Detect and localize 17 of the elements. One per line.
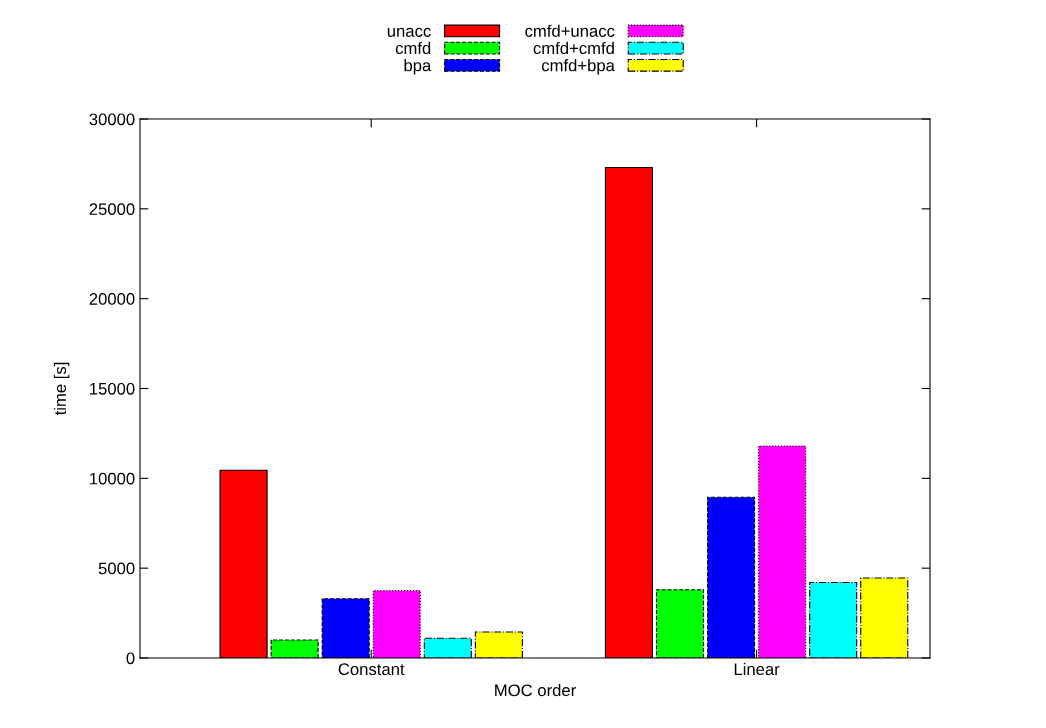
x-tick-label: Linear	[734, 662, 780, 676]
y-tick-label: 30000	[89, 113, 135, 126]
y-tick-label: 15000	[90, 382, 135, 395]
y-tick-label: 10000	[90, 472, 135, 485]
legend-label: cmfd	[395, 41, 431, 55]
legend-label: bpa	[404, 59, 432, 75]
legend-label: cmfd+bpa	[541, 59, 615, 75]
legend-label: cmfd+unacc	[525, 24, 615, 37]
y-tick-label: 0	[126, 652, 135, 665]
legend-label: unacc	[387, 27, 431, 37]
y-tick-label: 5000	[98, 562, 135, 575]
legend-label: cmfd+cmfd	[533, 41, 614, 55]
y-tick-label: 25000	[89, 203, 135, 216]
y-axis-title: time [s]	[53, 362, 70, 416]
x-axis-title: MOC order	[495, 683, 576, 697]
y-tick-label: 20000	[89, 293, 135, 305]
x-tick-label: Constant	[338, 663, 405, 676]
